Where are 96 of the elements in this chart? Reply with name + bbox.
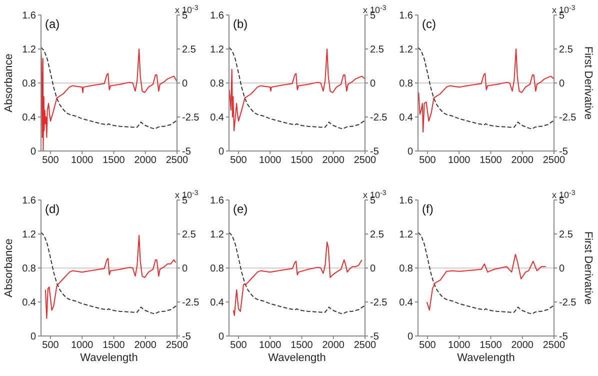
y-tick-label: 1.6: [399, 196, 414, 207]
x-axis-title: Wavelength: [457, 352, 515, 364]
y2-tick-label: 0: [559, 264, 565, 275]
line-series: [41, 46, 177, 130]
y-tick-label: 1.6: [210, 196, 224, 207]
y2-tick-label: -2.5: [182, 298, 200, 309]
y-tick-label: 1.2: [210, 230, 224, 241]
y2-tick-label: 0: [559, 78, 565, 90]
chart-title: (e): [233, 202, 248, 216]
x-tick-label: 500: [230, 340, 248, 352]
x-tick-label: 2500: [166, 155, 189, 166]
y2-tick-label: -2.5: [559, 298, 577, 309]
x-tick-label: 2500: [166, 340, 189, 352]
y-tick-label: 0: [30, 146, 36, 158]
y2-tick-label: -2.5: [182, 112, 200, 124]
x-tick-label: 1500: [480, 155, 502, 166]
chart-title: (c): [422, 17, 436, 31]
x-tick-label: 500: [42, 340, 60, 352]
x-tick-label: 1500: [102, 340, 126, 352]
y2-tick-label: 0: [370, 264, 376, 275]
x-tick-label: 1500: [102, 155, 126, 166]
y2-tick-label: -2.5: [370, 112, 388, 124]
y-tick-label: 0.4: [210, 298, 224, 309]
chart-title: (f): [422, 202, 434, 216]
x-tick-label: 500: [419, 340, 436, 352]
x-tick-label: 2500: [542, 155, 566, 166]
y-tick-label: 0.8: [22, 78, 36, 90]
y-tick-label: 1.2: [399, 44, 414, 56]
y-tick-label: 0.8: [399, 264, 414, 275]
x-axis-title: Wavelength: [80, 352, 138, 364]
x-tick-label: 2000: [134, 340, 157, 352]
y-tick-label: 1.2: [22, 230, 36, 241]
x-tick-label: 2500: [354, 155, 377, 166]
chart-title: (d): [45, 202, 60, 216]
y2-tick-label: 2.5: [370, 44, 384, 56]
y2-tick-label: 2.5: [559, 44, 574, 56]
y2-axis-title: First Derivative: [582, 46, 594, 120]
y2-tick-label: 2.5: [559, 230, 574, 241]
y-tick-label: 0.8: [399, 78, 414, 90]
chart-title: (b): [233, 17, 248, 31]
y-tick-label: 0: [30, 332, 36, 343]
x-tick-label: 500: [230, 155, 248, 166]
y-tick-label: 0: [218, 146, 224, 158]
x-tick-label: 1000: [448, 155, 471, 166]
y2-tick-label: -2.5: [370, 298, 388, 309]
x-tick-label: 1500: [290, 340, 314, 352]
y2-tick-label: 2.5: [182, 230, 196, 241]
x-tick-label: 1000: [258, 340, 282, 352]
y-tick-label: 0.8: [210, 264, 224, 275]
y2-tick-label: -2.5: [559, 112, 577, 124]
y-tick-label: 0.4: [399, 298, 414, 309]
x-tick-label: 2000: [322, 155, 345, 166]
x-tick-label: 2500: [542, 340, 566, 352]
y-tick-label: 1.2: [210, 44, 224, 56]
chart-title: (a): [45, 17, 60, 31]
x-tick-label: 500: [42, 155, 60, 166]
y-axis-title: Absorbance: [3, 54, 15, 112]
x-tick-label: 1000: [70, 155, 94, 166]
y2-tick-label: 2.5: [370, 230, 384, 241]
y-tick-label: 0.4: [22, 298, 36, 309]
line-series: [426, 254, 546, 311]
x-tick-label: 1000: [70, 340, 94, 352]
x-tick-label: 1500: [290, 155, 314, 166]
y-tick-label: 1.6: [22, 196, 36, 207]
y2-tick-label: 0: [182, 78, 188, 90]
y-tick-label: 0.4: [22, 112, 36, 124]
y2-tick-label: 0: [370, 78, 376, 90]
y-axis-title: Absorbance: [3, 238, 15, 298]
line-series: [232, 242, 362, 316]
x-tick-label: 1000: [448, 340, 471, 352]
y-tick-label: 0: [407, 332, 414, 343]
y-tick-label: 1.6: [399, 10, 414, 22]
line-series: [418, 232, 554, 314]
y-tick-label: 0: [407, 146, 414, 158]
y2-tick-label: 0: [182, 264, 188, 275]
x-tick-label: 2000: [322, 340, 345, 352]
x-tick-label: 2500: [354, 340, 377, 352]
y-tick-label: 0: [218, 332, 224, 343]
x-tick-label: 500: [419, 155, 436, 166]
y2-axis-title: First Derivative: [582, 231, 594, 305]
x-tick-label: 1000: [258, 155, 282, 166]
y-tick-label: 1.6: [22, 10, 36, 22]
x-tick-label: 2000: [511, 340, 534, 352]
y-tick-label: 0.8: [22, 264, 36, 275]
line-series: [229, 232, 365, 314]
x-axis-title: Wavelength: [268, 352, 326, 364]
y-tick-label: 1.2: [399, 230, 414, 241]
y-tick-label: 1.6: [210, 10, 224, 22]
y-tick-label: 1.2: [22, 44, 36, 56]
y-tick-label: 0.4: [210, 112, 224, 124]
x-tick-label: 2000: [511, 155, 534, 166]
y2-tick-label: 2.5: [182, 44, 196, 56]
y-tick-label: 0.4: [399, 112, 414, 124]
x-tick-label: 1500: [480, 340, 502, 352]
y-tick-label: 0.8: [210, 78, 224, 90]
x-tick-label: 2000: [134, 155, 157, 166]
